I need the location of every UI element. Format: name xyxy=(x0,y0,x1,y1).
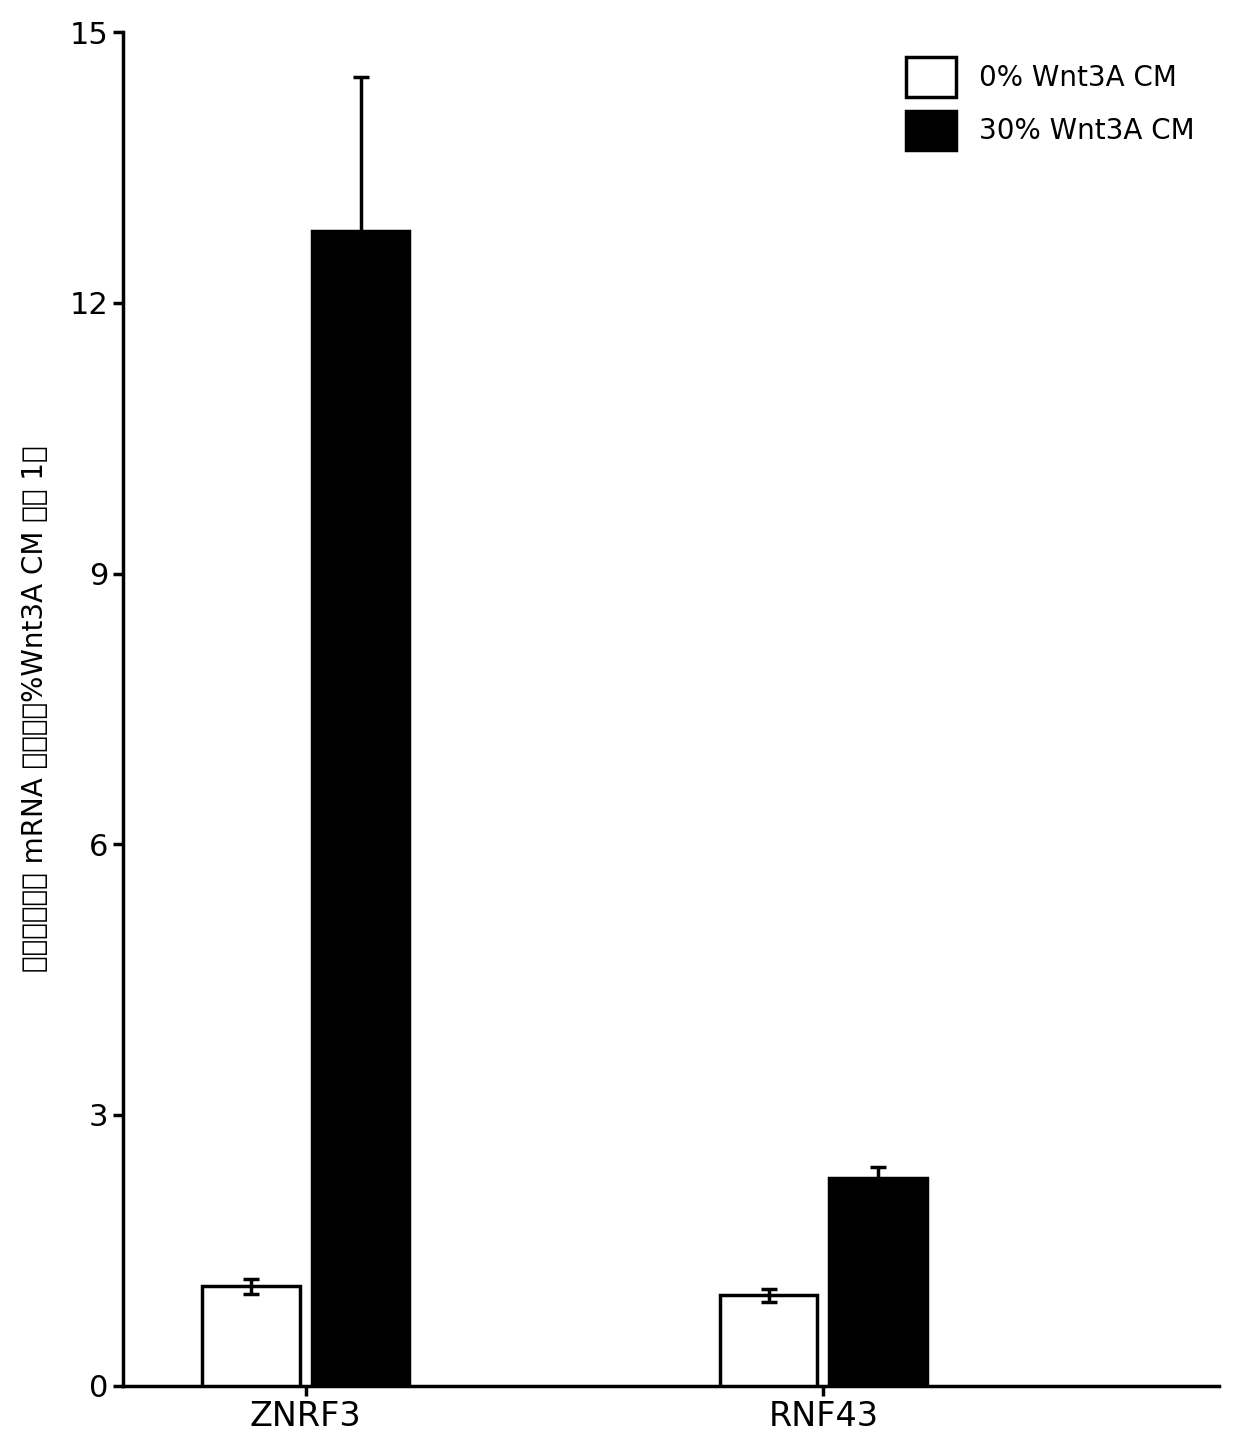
Bar xyxy=(830,1178,926,1386)
Bar xyxy=(311,231,409,1386)
Bar xyxy=(202,1287,300,1386)
Legend: 0% Wnt3A CM, 30% Wnt3A CM: 0% Wnt3A CM, 30% Wnt3A CM xyxy=(895,47,1205,161)
Bar xyxy=(719,1296,817,1386)
Y-axis label: 归一化的相对 mRNA 水平（将%Wnt3A CM 当作 1）: 归一化的相对 mRNA 水平（将%Wnt3A CM 当作 1） xyxy=(21,445,48,973)
